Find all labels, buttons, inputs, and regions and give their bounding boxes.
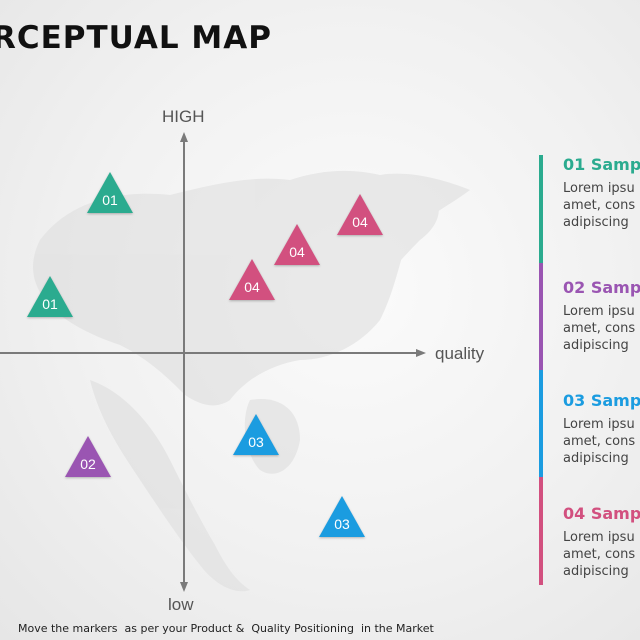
triangle-icon [274,224,320,265]
x-axis-label: quality [435,344,485,363]
legend-item-03: 03 Samp Lorem ipsu amet, cons adipiscing [563,391,640,467]
legend-line: Lorem ipsu [563,304,635,319]
triangle-icon [87,172,133,213]
triangle-icon [229,259,275,300]
legend-bar-03 [539,370,543,477]
legend-line: Lorem ipsu [563,181,635,196]
marker-label: 04 [289,244,305,260]
y-axis-low-label: low [168,595,194,614]
legend-line: Lorem ipsu [563,530,635,545]
marker-triangle-03[interactable]: 03 [318,496,366,538]
legend-bar-01 [539,155,543,263]
legend-title: 04 Samp [563,504,640,523]
legend-line: adipiscing [563,564,629,579]
legend-text: Lorem ipsu amet, cons adipiscing [563,416,640,467]
marker-triangle-01[interactable]: 01 [86,172,134,214]
marker-triangle-04[interactable]: 04 [273,224,321,266]
marker-triangle-04[interactable]: 04 [336,194,384,236]
footer-instruction: Move the markers as per your Product & Q… [18,622,434,635]
legend-line: amet, cons [563,434,636,449]
triangle-icon [27,276,73,317]
legend-item-01: 01 Samp Lorem ipsu amet, cons adipiscing [563,155,640,231]
legend-title: 03 Samp [563,391,640,410]
triangle-icon [337,194,383,235]
marker-triangle-03[interactable]: 03 [232,414,280,456]
triangle-icon [233,414,279,455]
legend-title: 01 Samp [563,155,640,174]
legend-line: adipiscing [563,338,629,353]
marker-label: 02 [80,456,96,472]
legend-text: Lorem ipsu amet, cons adipiscing [563,303,640,354]
marker-triangle-04[interactable]: 04 [228,259,276,301]
marker-label: 01 [42,296,58,312]
legend-item-04: 04 Samp Lorem ipsu amet, cons adipiscing [563,504,640,580]
legend-line: amet, cons [563,321,636,336]
marker-triangle-02[interactable]: 02 [64,436,112,478]
marker-label: 04 [352,214,368,230]
legend-line: adipiscing [563,451,629,466]
marker-label: 04 [244,279,260,295]
triangle-icon [319,496,365,537]
legend-line: amet, cons [563,547,636,562]
legend-bar-02 [539,263,543,370]
marker-label: 03 [334,516,350,532]
legend-line: Lorem ipsu [563,417,635,432]
legend-text: Lorem ipsu amet, cons adipiscing [563,180,640,231]
marker-triangle-01[interactable]: 01 [26,276,74,318]
legend-text: Lorem ipsu amet, cons adipiscing [563,529,640,580]
legend-bar-04 [539,477,543,585]
y-axis-high-label: HIGH [162,107,205,126]
legend-item-02: 02 Samp Lorem ipsu amet, cons adipiscing [563,278,640,354]
page-title: RCEPTUAL MAP [0,20,272,56]
legend-title: 02 Samp [563,278,640,297]
legend-line: amet, cons [563,198,636,213]
marker-label: 01 [102,192,118,208]
legend-line: adipiscing [563,215,629,230]
triangle-icon [65,436,111,477]
marker-label: 03 [248,434,264,450]
